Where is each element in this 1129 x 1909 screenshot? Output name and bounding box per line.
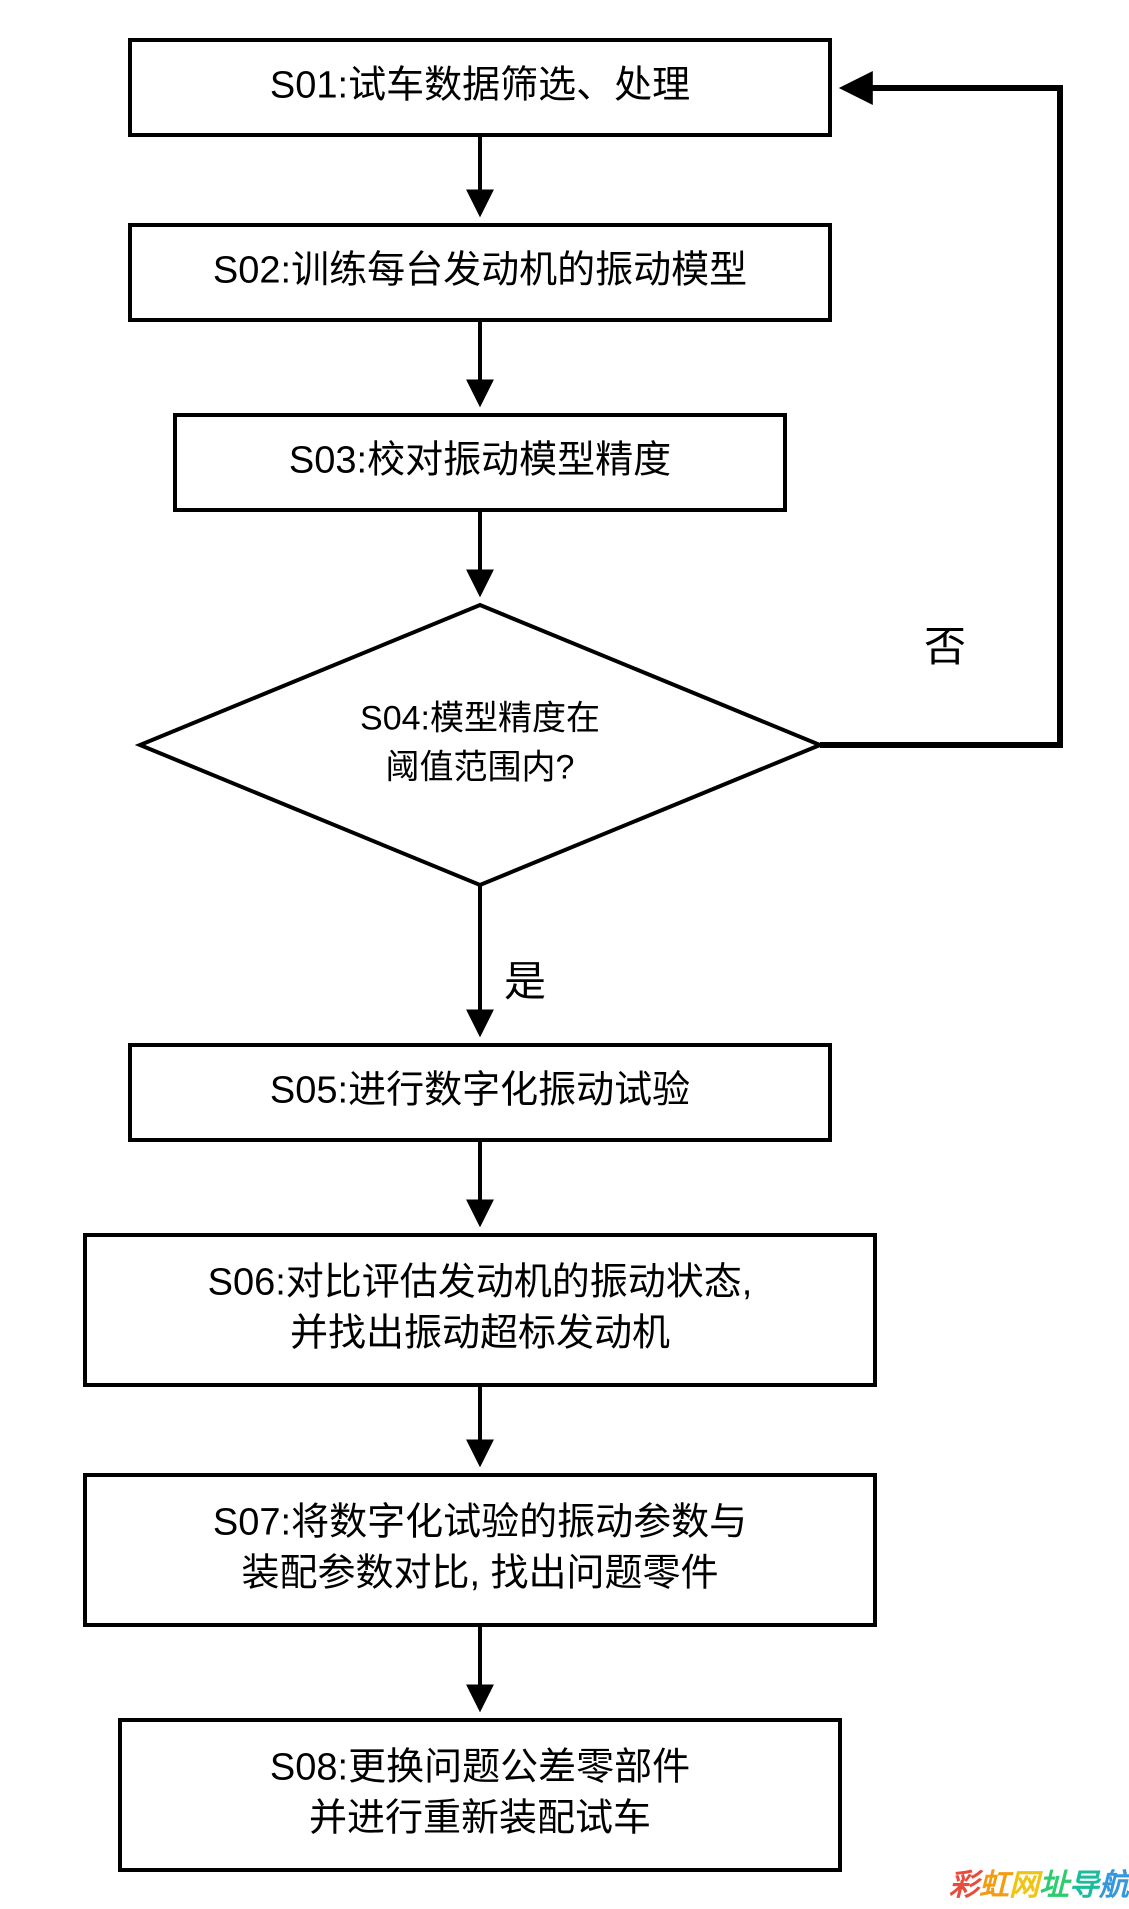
s05-node: S05:进行数字化振动试验 [130,1045,830,1140]
label-no: 否 [924,623,966,670]
label-yes: 是 [504,958,546,1005]
s06-text-line-1: 并找出振动超标发动机 [290,1313,670,1355]
s05-text-line-0: S05:进行数字化振动试验 [270,1070,690,1112]
s08-node: S08:更换问题公差零部件并进行重新装配试车 [120,1720,840,1870]
s08-text-line-0: S08:更换问题公差零部件 [270,1746,690,1788]
s02-text-line-0: S02:训练每台发动机的振动模型 [213,250,747,292]
s04-text-line-0: S04:模型精度在 [360,699,600,737]
s02-node: S02:训练每台发动机的振动模型 [130,225,830,320]
s06-text-line-0: S06:对比评估发动机的振动状态, [208,1261,753,1303]
s03-text-line-0: S03:校对振动模型精度 [289,440,671,482]
s04-node: S04:模型精度在阈值范围内? [140,605,820,885]
watermark: 彩虹网址导航 [949,1868,1129,1902]
flowchart: S01:试车数据筛选、处理 S02:训练每台发动机的振动模型 S03:校对振动模型精… [0,0,1129,1909]
s04-text-line-1: 阈值范围内? [386,749,575,787]
s01-text-line-0: S01:试车数据筛选、处理 [270,65,690,107]
s07-node: S07:将数字化试验的振动参数与装配参数对比, 找出问题零件 [85,1475,875,1625]
s07-text-line-0: S07:将数字化试验的振动参数与 [213,1501,747,1543]
s01-node: S01:试车数据筛选、处理 [130,40,830,135]
s06-node: S06:对比评估发动机的振动状态, 并找出振动超标发动机 [85,1235,875,1385]
s03-node: S03:校对振动模型精度 [175,415,785,510]
s07-text-line-1: 装配参数对比, 找出问题零件 [241,1553,718,1595]
s08-text-line-1: 并进行重新装配试车 [309,1798,651,1840]
